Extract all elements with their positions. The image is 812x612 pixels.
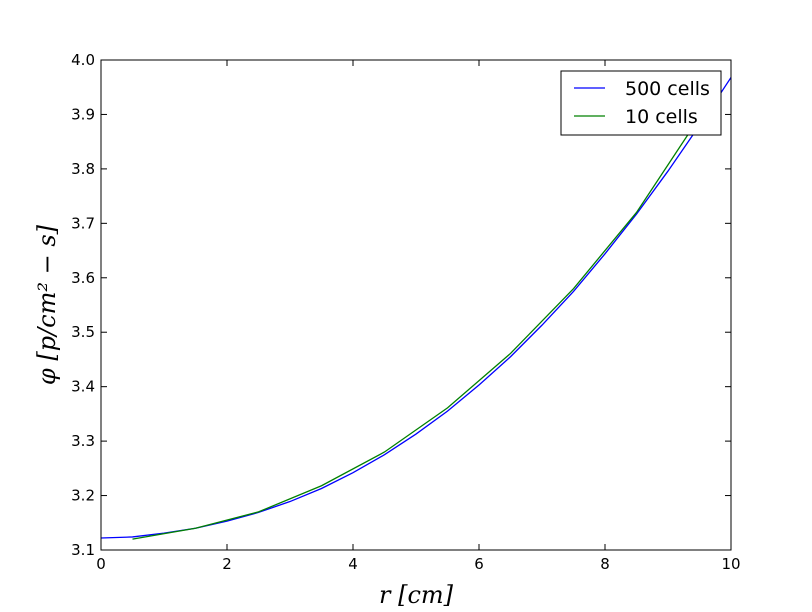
y-tick-label: 3.7 — [71, 214, 95, 232]
y-tick-label: 3.9 — [71, 105, 95, 123]
y-axis-label: φ [p/cm² − s] — [33, 224, 61, 385]
y-tick-label: 4.0 — [71, 51, 95, 69]
x-tick-label: 8 — [600, 555, 610, 573]
y-tick-label: 3.3 — [71, 432, 95, 450]
series-layer — [101, 77, 731, 540]
y-axis: 3.1 3.2 3.3 3.4 3.5 3.6 3.7 3.8 3.9 4.0 — [71, 51, 731, 559]
y-tick-label: 3.1 — [71, 541, 95, 559]
y-tick-label: 3.2 — [71, 487, 95, 505]
x-tick-label: 0 — [96, 555, 106, 573]
x-axis-label: r [cm] — [379, 581, 454, 609]
plot-area — [101, 60, 731, 550]
legend-label: 10 cells — [625, 106, 698, 128]
x-tick-label: 6 — [474, 555, 484, 573]
series-line-1 — [132, 116, 701, 540]
x-tick-label: 10 — [721, 555, 740, 573]
y-tick-label: 3.5 — [71, 323, 95, 341]
legend-label: 500 cells — [625, 78, 710, 100]
legend-box — [560, 70, 722, 136]
plot-frame — [100, 59, 732, 551]
x-tick-label: 4 — [348, 555, 358, 573]
y-tick-label: 3.6 — [71, 269, 95, 287]
x-axis: 0 2 4 6 8 10 — [96, 60, 741, 573]
x-tick-label: 2 — [222, 555, 232, 573]
y-tick-label: 3.4 — [71, 378, 95, 396]
legend: 500 cells 10 cells — [560, 70, 722, 136]
y-tick-label: 3.8 — [71, 160, 95, 178]
